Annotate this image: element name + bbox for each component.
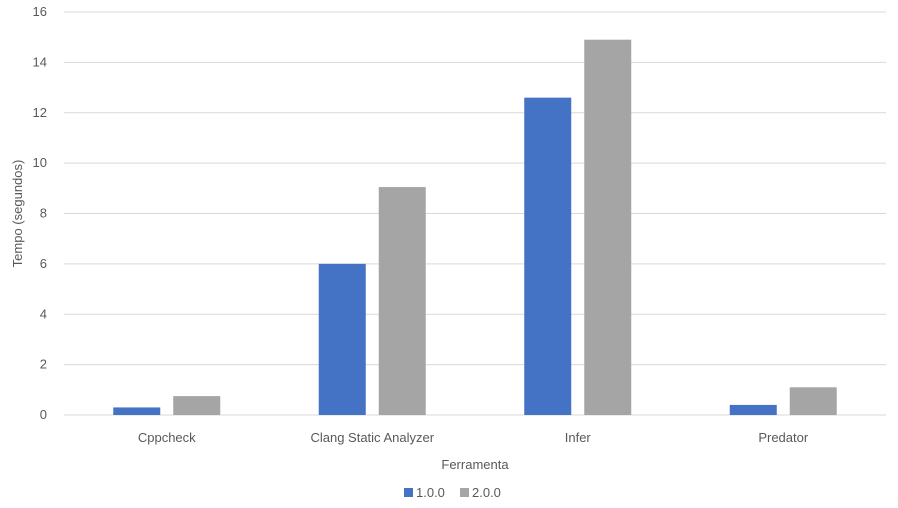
y-axis-ticks: 0 2 4 6 8 10 12 14 16 — [33, 4, 47, 422]
legend-swatch — [460, 488, 469, 497]
bar-1-0-0-clang-static-analyzer — [318, 263, 366, 415]
legend-label: 1.0.0 — [416, 485, 445, 500]
bar-1-0-0-cppcheck — [113, 407, 161, 415]
y-tick-label: 8 — [40, 206, 47, 221]
bar-2-0-0-infer — [584, 39, 632, 416]
gridlines — [64, 11, 886, 366]
bar-2-0-0-clang-static-analyzer — [378, 187, 426, 415]
y-axis-title: Tempo (segundos) — [10, 160, 25, 268]
x-tick-label: Clang Static Analyzer — [310, 430, 434, 445]
bars — [113, 39, 837, 416]
x-axis-ticks: Cppcheck Clang Static Analyzer Infer Predat… — [138, 430, 809, 445]
y-tick-label: 0 — [40, 407, 47, 422]
bar-1-0-0-infer — [524, 97, 572, 415]
y-tick-label: 12 — [33, 105, 47, 120]
y-tick-label: 14 — [33, 54, 47, 69]
legend: 1.0.0 2.0.0 — [404, 485, 501, 500]
y-tick-label: 10 — [33, 155, 47, 170]
bar-2-0-0-predator — [789, 387, 837, 415]
y-tick-label: 16 — [33, 4, 47, 19]
legend-swatch — [404, 488, 413, 497]
x-tick-label: Infer — [565, 430, 592, 445]
x-tick-label: Cppcheck — [138, 430, 196, 445]
y-tick-label: 4 — [40, 306, 47, 321]
legend-label: 2.0.0 — [472, 485, 501, 500]
y-tick-label: 2 — [40, 357, 47, 372]
x-tick-label: Predator — [758, 430, 809, 445]
x-axis-title: Ferramenta — [441, 457, 509, 472]
y-tick-label: 6 — [40, 256, 47, 271]
bar-1-0-0-predator — [729, 404, 777, 415]
bar-2-0-0-cppcheck — [173, 396, 221, 415]
